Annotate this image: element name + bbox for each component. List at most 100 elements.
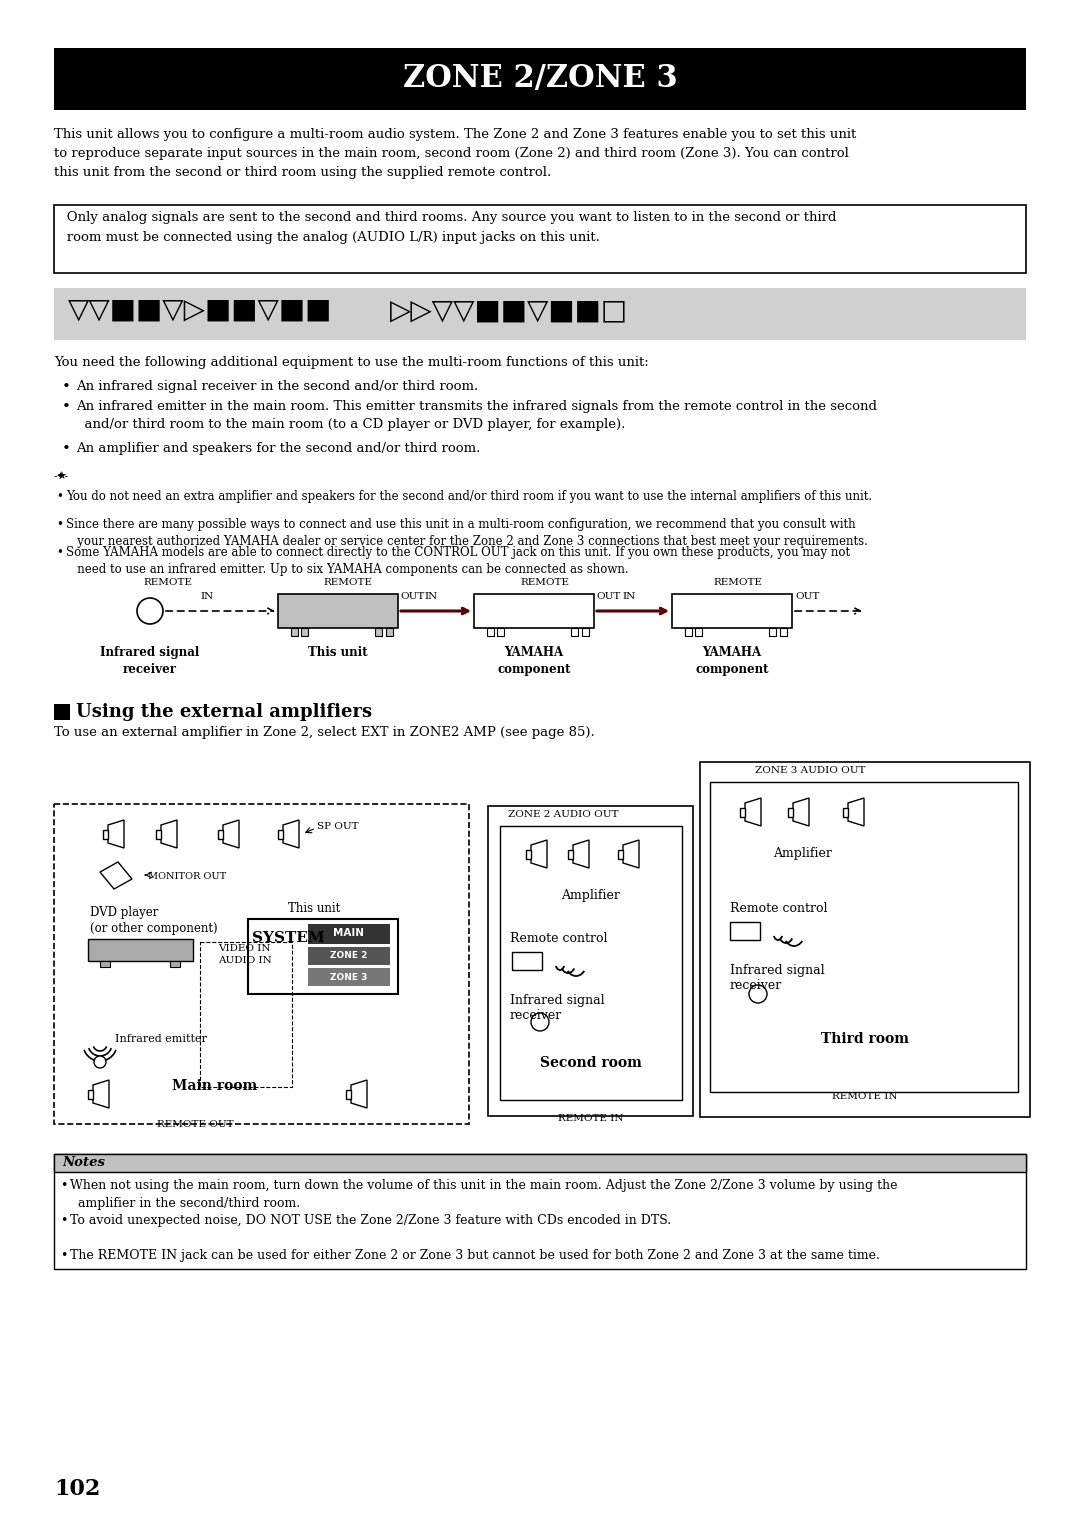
Text: REMOTE IN: REMOTE IN bbox=[833, 1093, 897, 1100]
Text: Main room: Main room bbox=[173, 1079, 258, 1093]
Bar bbox=[170, 961, 180, 967]
Bar bbox=[769, 629, 777, 636]
Bar bbox=[474, 594, 594, 629]
Bar bbox=[730, 922, 760, 940]
Bar bbox=[308, 948, 390, 964]
Text: ZONE 2: ZONE 2 bbox=[330, 952, 367, 960]
Text: Remote control: Remote control bbox=[730, 902, 827, 916]
Bar bbox=[278, 594, 399, 629]
Bar bbox=[672, 594, 792, 629]
Text: IN: IN bbox=[622, 592, 635, 601]
Bar bbox=[740, 807, 745, 816]
Bar bbox=[386, 629, 393, 636]
Text: This unit allows you to configure a multi-room audio system. The Zone 2 and Zone: This unit allows you to configure a mult… bbox=[54, 128, 856, 179]
Bar bbox=[843, 807, 848, 816]
Text: ★: ★ bbox=[56, 472, 66, 482]
Bar bbox=[54, 1154, 1026, 1172]
Bar bbox=[100, 961, 110, 967]
Text: IN: IN bbox=[424, 592, 437, 601]
Text: -✦-: -✦- bbox=[54, 472, 69, 482]
Bar bbox=[710, 781, 1018, 1093]
Text: OUT: OUT bbox=[400, 592, 424, 601]
Text: Infrared emitter: Infrared emitter bbox=[114, 1035, 207, 1044]
Text: REMOTE OUT: REMOTE OUT bbox=[157, 1120, 233, 1129]
Polygon shape bbox=[848, 798, 864, 826]
Text: SYSTEM: SYSTEM bbox=[252, 931, 325, 945]
Text: VIDEO IN: VIDEO IN bbox=[218, 945, 270, 954]
Bar bbox=[218, 830, 222, 839]
Bar bbox=[780, 629, 787, 636]
Bar bbox=[54, 288, 1026, 340]
Text: receiver: receiver bbox=[510, 1009, 563, 1022]
Text: DVD player: DVD player bbox=[90, 906, 159, 919]
Text: •: • bbox=[56, 517, 63, 531]
Bar bbox=[346, 1090, 351, 1099]
Text: •: • bbox=[60, 1248, 67, 1262]
Text: •: • bbox=[62, 380, 71, 394]
Bar bbox=[500, 826, 681, 1100]
Text: Notes: Notes bbox=[62, 1157, 105, 1169]
Text: Infrared signal
receiver: Infrared signal receiver bbox=[100, 645, 200, 676]
Text: REMOTE: REMOTE bbox=[714, 578, 762, 588]
Bar bbox=[248, 919, 399, 993]
Text: YAMAHA
component: YAMAHA component bbox=[497, 645, 570, 676]
Text: This unit: This unit bbox=[308, 645, 368, 659]
Polygon shape bbox=[93, 1080, 109, 1108]
Text: IN: IN bbox=[200, 592, 213, 601]
Text: When not using the main room, turn down the volume of this unit in the main room: When not using the main room, turn down … bbox=[70, 1180, 897, 1210]
Text: Using the external amplifiers: Using the external amplifiers bbox=[76, 703, 373, 720]
Text: An infrared signal receiver in the second and/or third room.: An infrared signal receiver in the secon… bbox=[76, 380, 478, 394]
Text: OUT: OUT bbox=[596, 592, 620, 601]
Text: Infrared signal: Infrared signal bbox=[510, 993, 605, 1007]
Text: ZONE 2 AUDIO OUT: ZONE 2 AUDIO OUT bbox=[508, 810, 619, 819]
Circle shape bbox=[137, 598, 163, 624]
Text: MONITOR OUT: MONITOR OUT bbox=[148, 871, 226, 881]
Polygon shape bbox=[573, 839, 589, 868]
Text: Since there are many possible ways to connect and use this unit in a multi-room : Since there are many possible ways to co… bbox=[66, 517, 868, 548]
Circle shape bbox=[750, 984, 767, 1003]
Polygon shape bbox=[100, 862, 132, 890]
Bar bbox=[512, 952, 542, 971]
Text: An amplifier and speakers for the second and/or third room.: An amplifier and speakers for the second… bbox=[76, 443, 481, 455]
Bar bbox=[618, 850, 623, 859]
Bar bbox=[301, 629, 308, 636]
Bar bbox=[685, 629, 692, 636]
Polygon shape bbox=[351, 1080, 367, 1108]
Polygon shape bbox=[222, 819, 239, 848]
Text: An infrared emitter in the main room. This emitter transmits the infrared signal: An infrared emitter in the main room. Th… bbox=[76, 400, 877, 430]
Bar bbox=[788, 807, 793, 816]
Text: Infrared signal: Infrared signal bbox=[730, 964, 825, 977]
Text: •: • bbox=[60, 1215, 67, 1227]
Text: •: • bbox=[56, 490, 63, 504]
Text: (or other component): (or other component) bbox=[90, 922, 218, 935]
Circle shape bbox=[94, 1056, 106, 1068]
Bar bbox=[54, 703, 70, 720]
Text: The REMOTE IN jack can be used for either Zone 2 or Zone 3 but cannot be used fo: The REMOTE IN jack can be used for eithe… bbox=[70, 1248, 880, 1262]
Bar bbox=[582, 629, 589, 636]
Bar bbox=[291, 629, 298, 636]
Bar bbox=[696, 629, 702, 636]
Bar bbox=[568, 850, 573, 859]
Bar bbox=[488, 806, 693, 1116]
Bar bbox=[375, 629, 382, 636]
Bar bbox=[87, 938, 193, 961]
Text: This unit: This unit bbox=[288, 902, 340, 916]
Text: You need the following additional equipment to use the multi-room functions of t: You need the following additional equipm… bbox=[54, 356, 649, 369]
Text: MAIN: MAIN bbox=[334, 928, 365, 938]
Text: AUDIO IN: AUDIO IN bbox=[218, 955, 272, 964]
Text: SP OUT: SP OUT bbox=[318, 823, 359, 832]
Bar bbox=[526, 850, 531, 859]
Bar bbox=[700, 761, 1030, 1117]
Polygon shape bbox=[531, 839, 546, 868]
Bar bbox=[54, 1154, 1026, 1270]
Bar bbox=[156, 830, 161, 839]
Text: •: • bbox=[62, 400, 71, 414]
Polygon shape bbox=[283, 819, 299, 848]
Text: Amplifier: Amplifier bbox=[562, 890, 620, 902]
Text: ▽▽■■▽▷■■▽■■: ▽▽■■▽▷■■▽■■ bbox=[68, 296, 333, 324]
Text: •: • bbox=[62, 443, 71, 456]
Text: ZONE 2/ZONE 3: ZONE 2/ZONE 3 bbox=[403, 64, 677, 95]
Text: receiver: receiver bbox=[730, 980, 782, 992]
Bar bbox=[278, 830, 283, 839]
Bar bbox=[308, 925, 390, 945]
